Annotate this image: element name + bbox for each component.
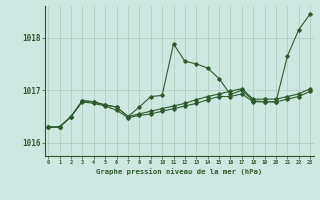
X-axis label: Graphe pression niveau de la mer (hPa): Graphe pression niveau de la mer (hPa)	[96, 168, 262, 175]
